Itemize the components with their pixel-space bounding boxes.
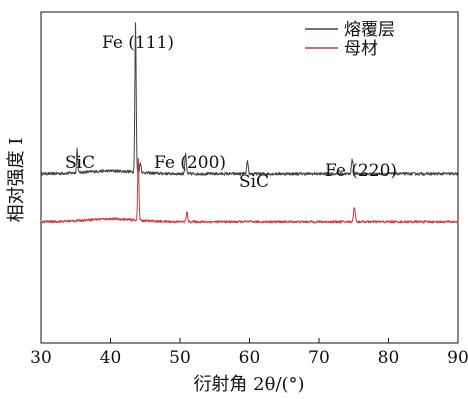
series-line-1 bbox=[40, 157, 459, 224]
x-tick-label: 60 bbox=[239, 348, 261, 368]
x-tick-label: 50 bbox=[169, 348, 191, 368]
x-tick-label: 80 bbox=[378, 348, 400, 368]
x-axis: 30 40 50 60 70 80 90 bbox=[30, 338, 468, 368]
legend: 熔覆层 母材 bbox=[305, 20, 395, 59]
legend-label-substrate: 母材 bbox=[344, 39, 378, 59]
annotation-fe220: Fe (220) bbox=[325, 161, 397, 181]
legend-label-cladding: 熔覆层 bbox=[344, 20, 395, 40]
series-layer bbox=[40, 22, 459, 224]
x-tick-label: 90 bbox=[447, 348, 468, 368]
x-axis-label: 衍射角 2θ/(°) bbox=[193, 374, 304, 395]
annotation-sic-left: SiC bbox=[65, 153, 95, 173]
x-tick-label: 30 bbox=[30, 348, 52, 368]
annotation-fe111: Fe (111) bbox=[102, 33, 174, 53]
series-line-0 bbox=[40, 22, 459, 176]
annotation-fe200: Fe (200) bbox=[154, 153, 226, 173]
x-tick-label: 40 bbox=[100, 348, 122, 368]
x-tick-label: 70 bbox=[308, 348, 330, 368]
y-axis-label: 相对强度 I bbox=[6, 138, 27, 223]
annotation-sic-right: SiC bbox=[239, 172, 269, 192]
